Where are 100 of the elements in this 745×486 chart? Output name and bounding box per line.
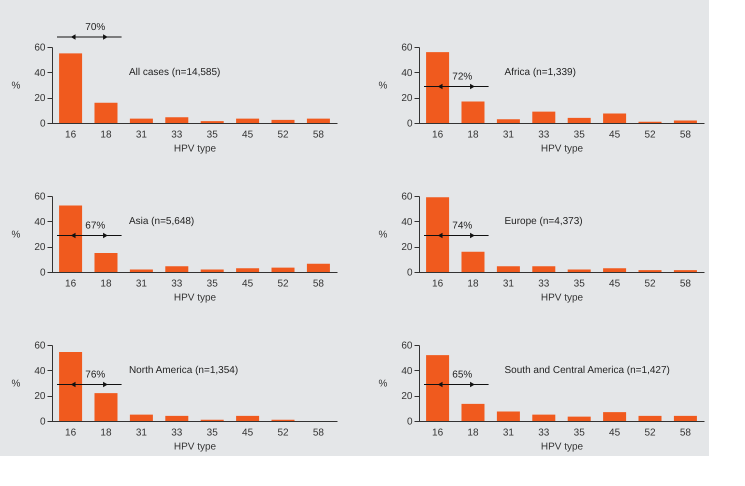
x-tick-label: 33	[538, 428, 550, 438]
bar	[94, 253, 118, 272]
bar	[496, 119, 520, 123]
bar	[236, 118, 260, 123]
x-axis-title: HPV type	[174, 442, 217, 452]
x-tick-label: 31	[136, 130, 148, 140]
bar	[568, 416, 591, 421]
bar	[165, 416, 188, 421]
x-tick-label: 33	[538, 278, 550, 290]
x-tick-label: 35	[206, 130, 218, 140]
bar	[306, 118, 330, 123]
y-tick-label: 20	[34, 242, 46, 254]
bar	[461, 101, 484, 123]
x-tick-label: 18	[100, 130, 112, 140]
x-axis-title: HPV type	[174, 292, 217, 304]
x-tick-label: 35	[206, 278, 218, 290]
y-tick-label: 20	[401, 242, 413, 254]
y-tick-label: 20	[34, 391, 46, 402]
x-axis-title: HPV type	[540, 442, 584, 452]
bar	[236, 416, 260, 421]
annotation: 67%	[85, 220, 106, 232]
y-tick-label: 20	[401, 391, 413, 402]
x-tick-label: 18	[467, 278, 479, 290]
x-tick-label: 52	[644, 428, 656, 438]
x-tick-label: 16	[432, 428, 444, 438]
x-tick-label: 58	[312, 278, 324, 290]
x-tick-label: 45	[242, 130, 254, 140]
y-tick-label: 0	[40, 416, 46, 428]
x-tick-label: 52	[277, 278, 290, 290]
x-tick-label: 35	[574, 130, 586, 140]
bar	[165, 266, 188, 272]
annotation: 76%	[85, 370, 106, 381]
x-tick-label: 58	[680, 428, 692, 438]
x-tick-label: 52	[644, 130, 656, 140]
bar	[532, 266, 556, 272]
x-tick-label: 33	[171, 278, 183, 290]
bar	[59, 352, 82, 421]
y-tick-label: 40	[401, 216, 413, 228]
y-tick-label: 40	[34, 366, 46, 377]
bar	[272, 268, 295, 272]
bar	[59, 206, 82, 272]
x-tick-label: 58	[312, 428, 324, 438]
x-tick-label: 31	[502, 278, 514, 290]
y-tick-label: 0	[40, 118, 46, 130]
x-tick-label: 16	[432, 278, 444, 290]
annotation: 74%	[452, 220, 472, 232]
bar	[532, 414, 556, 421]
bar	[130, 118, 153, 123]
y-axis-title: %	[11, 230, 20, 240]
x-tick-label: 31	[136, 428, 148, 438]
bar	[532, 112, 556, 123]
bar	[306, 264, 330, 272]
x-tick-label: 16	[432, 130, 444, 140]
x-tick-label: 31	[136, 278, 148, 290]
annotation: 65%	[452, 370, 472, 381]
y-tick-label: 0	[40, 268, 46, 278]
y-tick-label: 0	[406, 118, 413, 130]
y-tick-label: 20	[401, 93, 413, 104]
bar	[638, 416, 662, 421]
bar	[130, 269, 153, 272]
x-tick-label: 33	[171, 428, 183, 438]
bar	[461, 404, 484, 421]
x-tick-label: 52	[277, 130, 290, 140]
x-tick-label: 35	[574, 278, 586, 290]
y-tick-label: 60	[34, 192, 46, 202]
x-tick-label: 33	[538, 130, 550, 140]
x-tick-label: 45	[609, 428, 621, 438]
y-tick-label: 40	[401, 366, 413, 377]
bar	[461, 252, 484, 272]
bar	[426, 52, 450, 123]
x-axis-title: HPV type	[540, 144, 584, 154]
x-tick-label: 16	[65, 428, 77, 438]
x-tick-label: 52	[277, 428, 290, 438]
y-tick-label: 0	[406, 416, 413, 428]
x-tick-label: 18	[100, 428, 112, 438]
x-tick-label: 31	[502, 130, 514, 140]
y-tick-label: 60	[401, 340, 413, 352]
y-tick-label: 60	[401, 42, 413, 54]
x-tick-label: 45	[242, 428, 254, 438]
x-tick-label: 45	[242, 278, 254, 290]
bar	[674, 120, 697, 123]
text: North America (n=1,354)	[128, 365, 238, 376]
x-tick-label: 35	[574, 428, 586, 438]
bar	[200, 269, 224, 272]
bar	[674, 416, 697, 421]
x-tick-label: 16	[65, 278, 77, 290]
y-tick-label: 40	[401, 68, 413, 79]
text: Africa (n=1,339)	[504, 67, 576, 78]
bar	[603, 412, 626, 421]
y-tick-label: 40	[34, 68, 46, 79]
y-tick-label: 40	[34, 216, 46, 228]
bar	[94, 393, 118, 421]
y-axis-title: %	[11, 378, 20, 390]
x-tick-label: 18	[467, 130, 479, 140]
bar	[496, 412, 520, 421]
bar	[568, 118, 591, 123]
bar	[426, 355, 450, 421]
bar	[426, 197, 450, 272]
y-tick-label: 60	[34, 340, 46, 352]
text: 70%	[85, 22, 106, 33]
